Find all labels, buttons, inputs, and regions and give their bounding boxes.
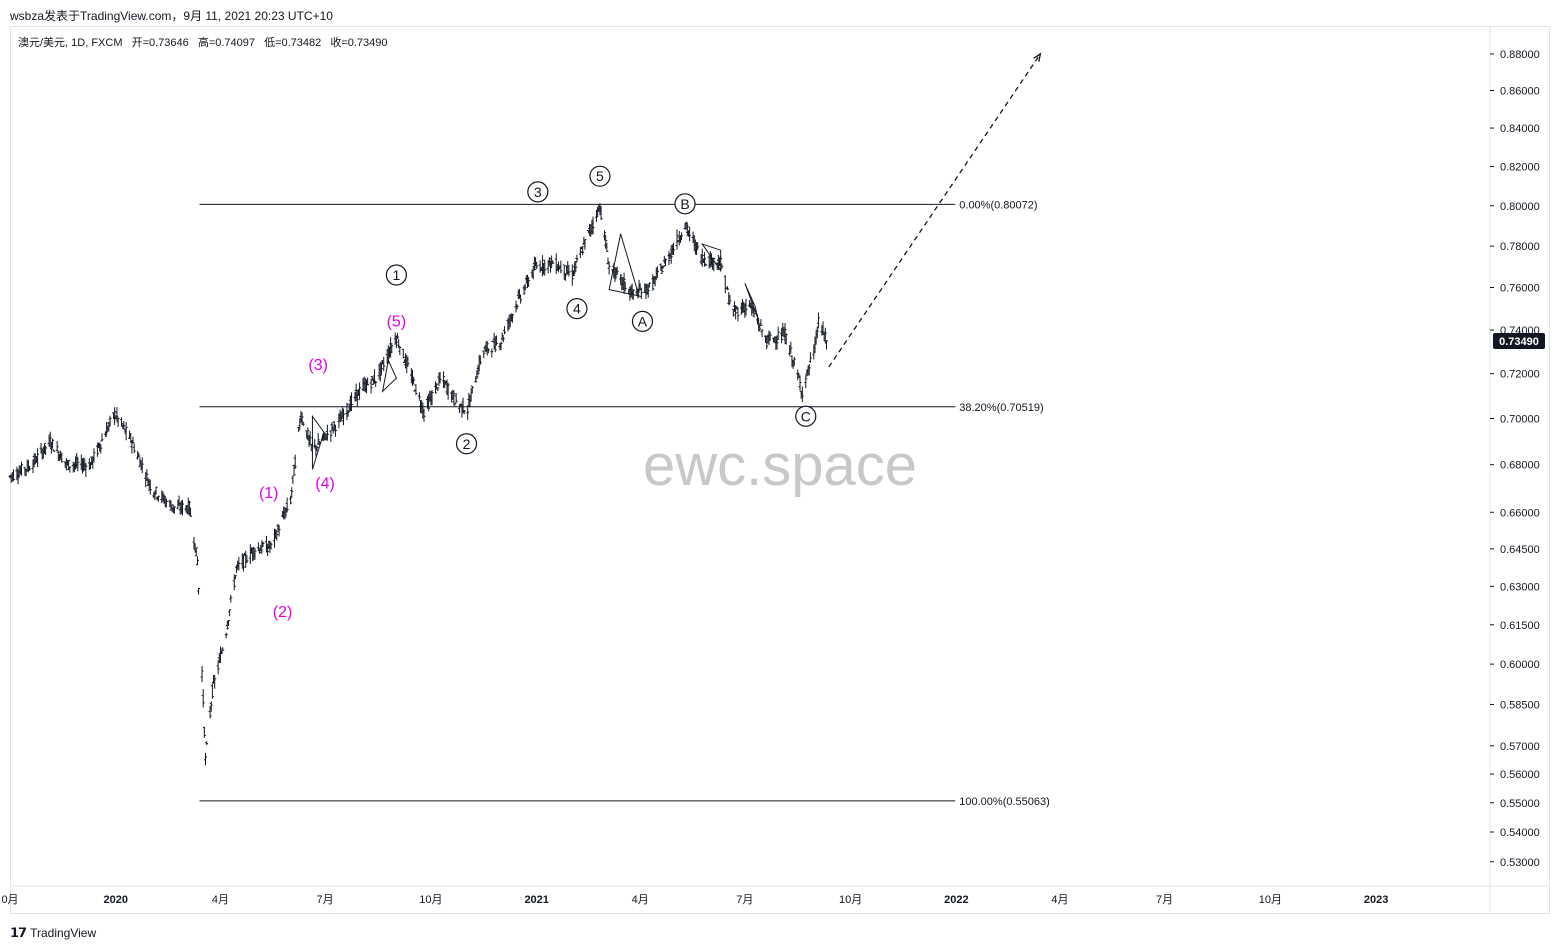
x-tick-label: 4月 <box>632 894 649 906</box>
wave-label-circle <box>385 264 407 286</box>
high-value: 高=0.74097 <box>197 37 256 49</box>
projection-arrowhead <box>1033 52 1042 62</box>
y-tick-label: 0.70000 <box>1500 414 1540 426</box>
wave-label-circle <box>674 193 696 215</box>
x-tick-label: 4月 <box>1051 894 1068 906</box>
tradingview-logo[interactable]: 𝟭𝟳 TradingView <box>10 925 96 941</box>
y-tick-label: 0.66000 <box>1500 507 1540 519</box>
fib-level-label: 38.20%(0.70519) <box>959 402 1043 414</box>
y-tick-label: 0.84000 <box>1500 123 1540 135</box>
y-tick-label: 0.58500 <box>1500 699 1540 711</box>
wave-label-primary: A <box>638 313 648 329</box>
wave-label-primary: 4 <box>573 301 581 317</box>
y-tick-label: 0.68000 <box>1500 460 1540 472</box>
symbol-info-bar: 澳元/美元, 1D, FXCM 开=0.73646 高=0.74097 低=0.… <box>18 34 394 50</box>
y-tick-label: 0.57000 <box>1500 741 1540 753</box>
tradingview-brand: TradingView <box>30 926 97 940</box>
symbol-label[interactable]: 澳元/美元, 1D, FXCM <box>18 37 123 49</box>
x-tick-label: 10月 <box>1259 894 1282 906</box>
wave-label-primary: C <box>801 408 811 424</box>
wave-label-primary: 1 <box>392 267 400 283</box>
y-tick-label: 0.55000 <box>1500 798 1540 810</box>
y-tick-label: 0.72000 <box>1500 369 1540 381</box>
watermark: ewc.space <box>643 433 917 498</box>
wave-label-minor: (1) <box>259 485 279 502</box>
y-tick-label: 0.53000 <box>1500 857 1540 869</box>
chart-frame[interactable] <box>10 26 1550 914</box>
close-value: 收=0.73490 <box>330 37 388 49</box>
y-tick-label: 0.88000 <box>1500 49 1540 61</box>
x-tick-label: 7月 <box>736 894 753 906</box>
y-tick-label: 0.54000 <box>1500 827 1540 839</box>
y-tick-label: 0.60000 <box>1500 659 1540 671</box>
wave-label-circle <box>455 433 478 455</box>
y-tick-label: 0.86000 <box>1500 86 1540 98</box>
x-tick-label: 10月 <box>839 894 862 906</box>
fib-level-label: 0.00%(0.80072) <box>959 199 1037 211</box>
wave-label-primary: 3 <box>534 184 542 200</box>
last-price-label: 0.73490 <box>1499 336 1539 348</box>
x-tick-label: 10月 <box>419 894 442 906</box>
fib-level-label: 100.00%(0.55063) <box>959 796 1050 808</box>
triangle-pattern <box>744 283 758 318</box>
low-value: 低=0.73482 <box>264 37 322 49</box>
y-tick-label: 0.80000 <box>1500 201 1540 213</box>
wave-label-circle <box>589 165 611 187</box>
wave-label-minor: (3) <box>308 357 328 374</box>
x-tick-label: 2023 <box>1364 894 1388 906</box>
wave-label-primary: 5 <box>596 168 604 184</box>
y-tick-label: 0.64500 <box>1500 544 1540 556</box>
triangle-pattern <box>381 358 397 393</box>
x-tick-label: 4月 <box>212 894 229 906</box>
publisher-credit: wsbza发表于TradingView.com，9月 11, 2021 20:2… <box>10 9 333 23</box>
y-tick-label: 0.63000 <box>1500 581 1540 593</box>
y-tick-label: 0.78000 <box>1500 241 1540 253</box>
y-tick-label: 0.56000 <box>1500 769 1540 781</box>
y-tick-label: 0.61500 <box>1500 620 1540 632</box>
wave-label-minor: (5) <box>387 313 407 330</box>
wave-label-circle <box>795 405 817 427</box>
open-value: 开=0.73646 <box>131 37 189 49</box>
x-tick-label: 2020 <box>104 894 128 906</box>
wave-label-circle <box>566 298 588 320</box>
wave-label-primary: B <box>680 196 689 212</box>
y-tick-label: 0.82000 <box>1500 161 1540 173</box>
x-tick-label: 2022 <box>944 894 968 906</box>
wave-label-circle <box>527 181 549 203</box>
triangle-pattern <box>701 243 722 273</box>
triangle-pattern <box>608 233 640 297</box>
wave-label-circle <box>631 310 654 333</box>
x-tick-label: 7月 <box>1156 894 1173 906</box>
wave-label-minor: (2) <box>273 604 293 621</box>
x-tick-label: 7月 <box>317 894 334 906</box>
x-tick-label: 0月 <box>1 894 18 906</box>
x-tick-label: 2021 <box>524 894 548 906</box>
wave-label-primary: 2 <box>463 436 471 452</box>
triangle-pattern <box>311 414 325 470</box>
tradingview-logo-icon: 𝟭𝟳 <box>10 925 27 940</box>
y-tick-label: 0.76000 <box>1500 283 1540 295</box>
last-price-tag <box>1493 333 1545 350</box>
wave-label-minor: (4) <box>315 476 335 493</box>
